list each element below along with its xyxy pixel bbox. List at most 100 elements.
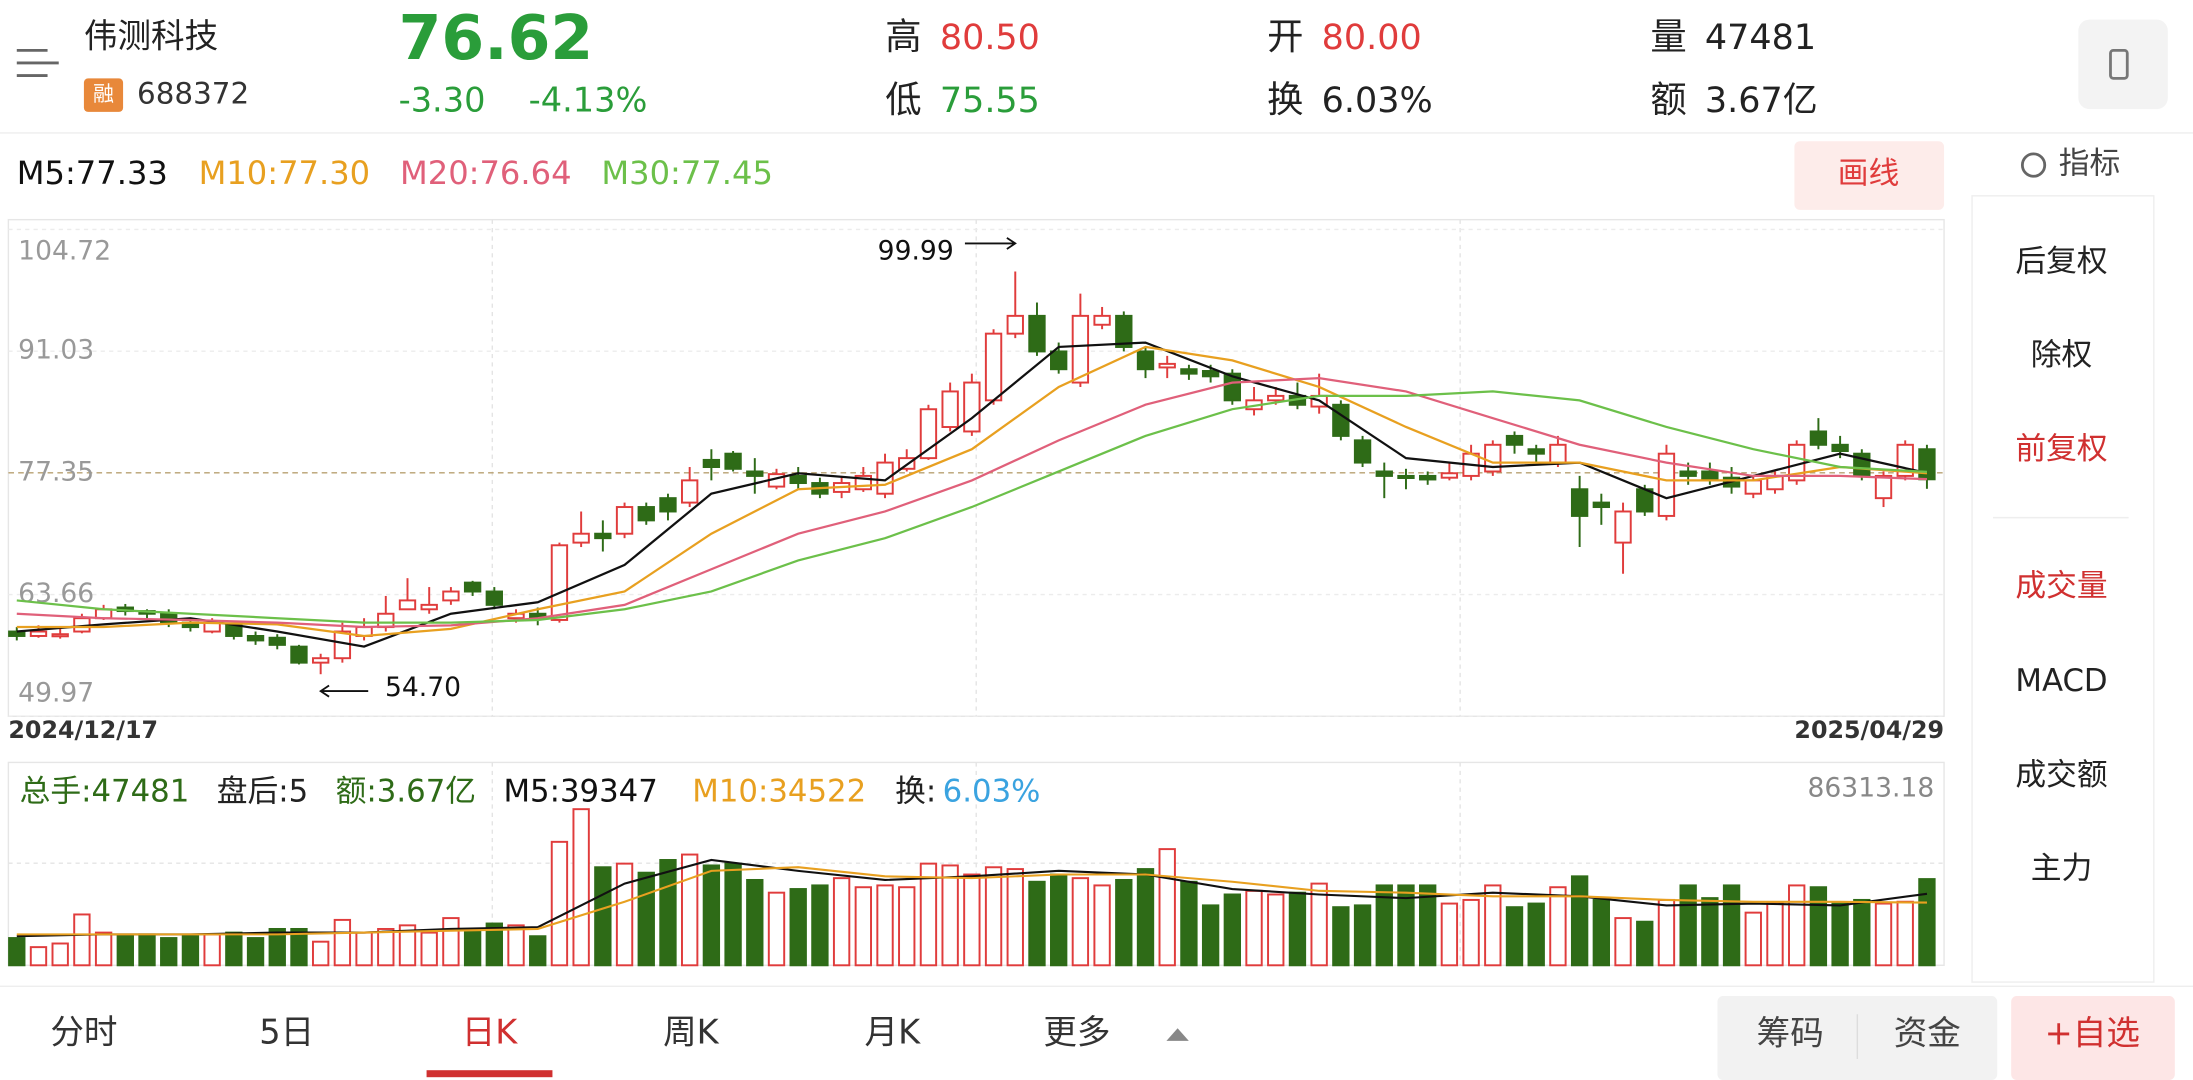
volume-bar [442,917,460,967]
tab[interactable]: 周K [663,1012,720,1051]
volume-bar [1570,875,1589,967]
volume-bar [1397,884,1415,967]
tab[interactable]: 更多 [1043,1012,1110,1051]
volume-bar [1636,920,1654,967]
volume-bar [594,866,612,967]
open: 80.00 [1322,18,1422,58]
volume-bar [1245,889,1263,967]
landscape-button[interactable] [2078,19,2168,110]
volume-bar [659,859,677,967]
volume-bar [1310,882,1328,967]
tab[interactable]: 月K [865,1012,922,1051]
volume-bar [51,942,69,967]
sidebar-item[interactable]: 后复权 [2015,244,2107,280]
volume-bar [138,933,156,967]
sidebar-panel [1971,195,2155,983]
volume-bar [29,946,48,967]
volume-bar [746,878,764,967]
volume-bar [1549,886,1567,967]
candle-body [1570,488,1589,517]
volume-bar [984,866,1003,967]
y-tick-label: 86313.18 [1808,773,1935,804]
change-pct: -4.13% [529,81,648,120]
sidebar-item[interactable]: 成交额 [2015,757,2107,793]
volume-bar [116,935,134,967]
candle-body [1028,314,1046,353]
low: 75.55 [940,81,1040,121]
candle-body [1158,362,1176,369]
candle-body [746,470,764,477]
menu-icon[interactable] [16,48,59,77]
sidebar-item[interactable]: 主力 [2031,851,2093,887]
candle-body [550,544,569,621]
volume-bar [1592,898,1611,967]
tab[interactable]: 分时 [50,1012,117,1051]
volume-bar [311,940,330,967]
annotation: 54.70 [385,672,461,703]
button[interactable]: 资金 [1894,1014,1961,1053]
candle-body [463,581,482,593]
sidebar-item[interactable]: 除权 [2031,337,2093,373]
vol-info: 额:3.67亿 [336,774,476,810]
volume-bar [1006,868,1024,967]
candle-body [919,408,938,460]
candle-body [1267,394,1285,402]
volume-bar [637,871,655,967]
candle-body [1744,479,1762,495]
volume-bar [1657,898,1676,967]
volume-bar [767,891,786,967]
volume-bar [246,937,265,967]
sidebar-title[interactable]: 指标 [2059,146,2121,182]
label: 换 [1267,78,1303,121]
button[interactable]: 筹码 [1757,1014,1824,1053]
tab[interactable]: 5日 [259,1012,314,1051]
badge: 融 [93,82,114,106]
candle-body [268,636,286,646]
candle-body [659,497,677,513]
annotation: 99.99 [878,235,954,266]
draw-button[interactable] [1794,141,1945,210]
volume-bar [898,886,916,967]
volume-bar [1853,898,1871,967]
volume-bar [550,840,569,967]
candle-body [941,390,959,428]
candle-body [29,630,48,637]
volume-bar [1158,848,1176,967]
y-tick-label: 49.97 [18,677,94,708]
draw-button-label: 画线 [1838,155,1900,191]
candle-body [615,506,634,535]
sidebar-item[interactable]: 前复权 [2015,431,2107,467]
candle-body [1549,443,1567,464]
volume-bar [1722,884,1741,967]
candle-body [1918,448,1936,481]
label: 额 [1650,78,1686,121]
annotation-arrow [319,684,369,698]
stock-name: 伟测科技 [84,16,218,55]
volume-bar [1766,902,1784,967]
volume-bar [203,933,221,967]
volume-bar [724,862,742,967]
legend-entry: M5:39347 [503,774,657,810]
volume-bar [1288,891,1307,967]
vol-info: 换: [895,774,936,810]
price: 76.62 [399,2,594,74]
sidebar-item[interactable]: MACD [2015,663,2107,699]
sidebar-item[interactable]: 成交量 [2015,568,2107,604]
volume-bar [876,884,894,967]
candle-body [442,590,460,602]
watchlist-button[interactable]: +自选 [2045,1014,2140,1053]
candle-body [1332,403,1350,437]
candle-body [1527,448,1545,455]
volume-bar [1744,911,1762,967]
vol-info: 盘后:5 [217,774,308,810]
volume-bar [1440,902,1459,967]
candle-body [789,474,807,485]
y-tick-label: 104.72 [18,235,111,266]
tab-active[interactable]: 日K [462,1012,519,1051]
candle-body [1223,372,1242,402]
more-arrow [1166,1028,1189,1041]
legend-entry: M5:77.33 [17,154,168,192]
candle-body [1006,314,1024,335]
x-tick-label: 2025/04/29 [1794,716,1944,744]
amount: 3.67亿 [1705,81,1818,121]
